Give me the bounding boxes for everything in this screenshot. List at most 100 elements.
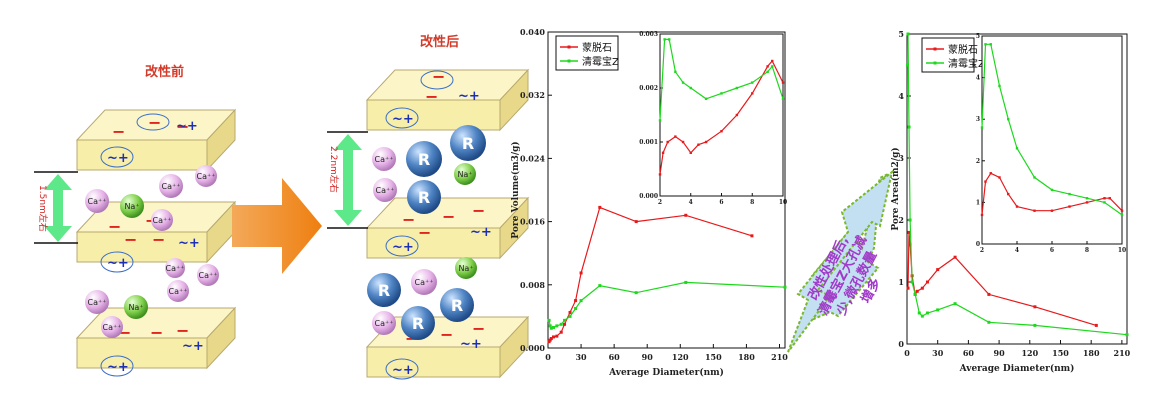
data-point	[1033, 305, 1037, 309]
data-point	[925, 280, 929, 284]
inset-data-point	[720, 130, 723, 133]
r-ion-label: R	[378, 281, 390, 300]
legend-marker	[567, 45, 571, 49]
r-ion-label: R	[462, 134, 474, 153]
legend-entry: 蒙脱石	[582, 41, 612, 54]
inset-x-tick-label: 4	[689, 199, 693, 206]
ca-ion-label: Ca⁺⁺	[199, 271, 218, 280]
after-structure: −−~+~+−−−−~+~+−−−~+~+Ca⁺⁺RRNa⁺Ca⁺⁺RRCa⁺⁺…	[327, 67, 530, 380]
inset-data-point	[1068, 205, 1071, 208]
inset-data-point	[1007, 118, 1010, 121]
x-tick-label: 180	[738, 352, 755, 362]
x-tick-label: 60	[963, 348, 975, 358]
y-tick-label: 0.000	[520, 343, 545, 353]
ca-ion-label: Ca⁺⁺	[376, 186, 395, 195]
charge-ring	[385, 235, 419, 257]
inset-data-point	[751, 81, 754, 84]
data-point	[598, 205, 602, 209]
minus-sign: −	[472, 319, 485, 338]
minus-sign: −	[440, 325, 453, 344]
r-ion: R	[406, 141, 442, 177]
y-tick-label: 3	[898, 153, 904, 163]
data-point	[579, 271, 583, 275]
inset-data-point	[674, 135, 677, 138]
minus-sign: −	[176, 321, 189, 340]
data-point	[987, 292, 991, 296]
data-point	[925, 311, 929, 315]
ca-ion-label: Ca⁺⁺	[375, 319, 394, 328]
na-ion: Na⁺	[120, 194, 144, 218]
data-point	[549, 337, 553, 341]
clay-layer-middle	[365, 196, 530, 260]
ca-ion: Ca⁺⁺	[167, 280, 189, 302]
r-ion: R	[450, 125, 486, 161]
inset-data-point	[771, 59, 774, 63]
data-point	[917, 311, 921, 315]
legend-marker	[567, 59, 571, 63]
plot-frame	[906, 33, 1128, 345]
minus-sign: −	[425, 87, 438, 106]
minus-sign: −	[432, 67, 445, 86]
ca-ion: Ca⁺⁺	[372, 147, 396, 171]
data-point	[548, 338, 552, 342]
x-tick-label: 30	[932, 348, 944, 358]
inset-data-point	[771, 65, 774, 68]
inset-data-point	[1033, 176, 1036, 179]
y-axis-label: Pore Volume(m3/g)	[510, 141, 521, 238]
data-point	[906, 286, 910, 290]
before-structure: −−−~+~+−−−−~+~+−−−~+~+Ca⁺⁺Na⁺Ca⁺⁺Ca⁺⁺Ca⁺…	[34, 108, 237, 377]
data-point	[684, 280, 688, 284]
inset-data-point	[668, 38, 671, 41]
inset-data-point	[1108, 197, 1111, 200]
series-line-qingmeibao	[548, 281, 786, 330]
r-ion: R	[407, 180, 441, 214]
inset-data-point	[1015, 147, 1019, 150]
minus-sign: −	[472, 201, 485, 220]
inset-data-point	[751, 92, 754, 95]
inset-data-point	[989, 43, 992, 46]
data-point	[750, 234, 754, 238]
inset-data-point	[1068, 192, 1071, 196]
inset-data-point	[658, 119, 662, 122]
inset-data-point	[697, 143, 700, 146]
data-point	[552, 335, 556, 339]
plus-sign: ~+	[182, 339, 204, 354]
clay-layer-top	[365, 68, 530, 132]
ca-ion-label: Ca⁺⁺	[169, 287, 188, 296]
inset-x-tick-label: 8	[1085, 247, 1089, 254]
ca-ion-label: Ca⁺⁺	[197, 172, 216, 181]
charge-ring	[100, 251, 134, 273]
inset-x-tick-label: 4	[1015, 247, 1019, 254]
inset-y-tick-label: 3	[976, 116, 980, 123]
charge-ring	[100, 355, 134, 377]
ca-ion: Ca⁺⁺	[165, 258, 185, 278]
ca-ion: Ca⁺⁺	[101, 316, 123, 338]
data-point	[574, 307, 578, 310]
ca-ion: Ca⁺⁺	[85, 290, 109, 314]
r-ion: R	[367, 273, 401, 307]
x-tick-label: 60	[609, 352, 621, 362]
x-tick-label: 30	[575, 352, 587, 362]
legend-box	[555, 35, 619, 71]
data-point	[548, 324, 552, 328]
r-ion-label: R	[451, 296, 463, 315]
inset-data-point	[1015, 205, 1019, 208]
data-point	[634, 220, 638, 224]
inset-data-point	[720, 92, 723, 95]
plus-sign: ~+	[107, 360, 129, 375]
inset-data-point	[1085, 201, 1089, 204]
data-point	[1033, 323, 1037, 327]
data-point	[563, 318, 567, 322]
inset-data-point	[658, 173, 662, 176]
inset-x-tick-label: 8	[750, 199, 754, 206]
ca-ion-label: Ca⁺⁺	[166, 264, 185, 273]
before-label: 改性前	[145, 64, 184, 80]
ca-ion: Ca⁺⁺	[372, 311, 396, 335]
data-point	[559, 330, 563, 334]
x-tick-label: 150	[705, 352, 722, 362]
inset-x-tick-label: 2	[658, 199, 662, 206]
inset-data-point	[766, 70, 769, 73]
ca-ion: Ca⁺⁺	[197, 264, 219, 286]
